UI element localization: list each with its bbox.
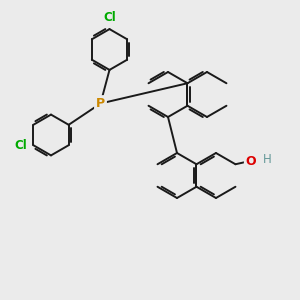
Text: O: O	[245, 155, 256, 168]
Text: Cl: Cl	[15, 139, 27, 152]
Text: H: H	[262, 153, 271, 166]
Text: Cl: Cl	[103, 11, 116, 24]
Text: P: P	[96, 97, 105, 110]
